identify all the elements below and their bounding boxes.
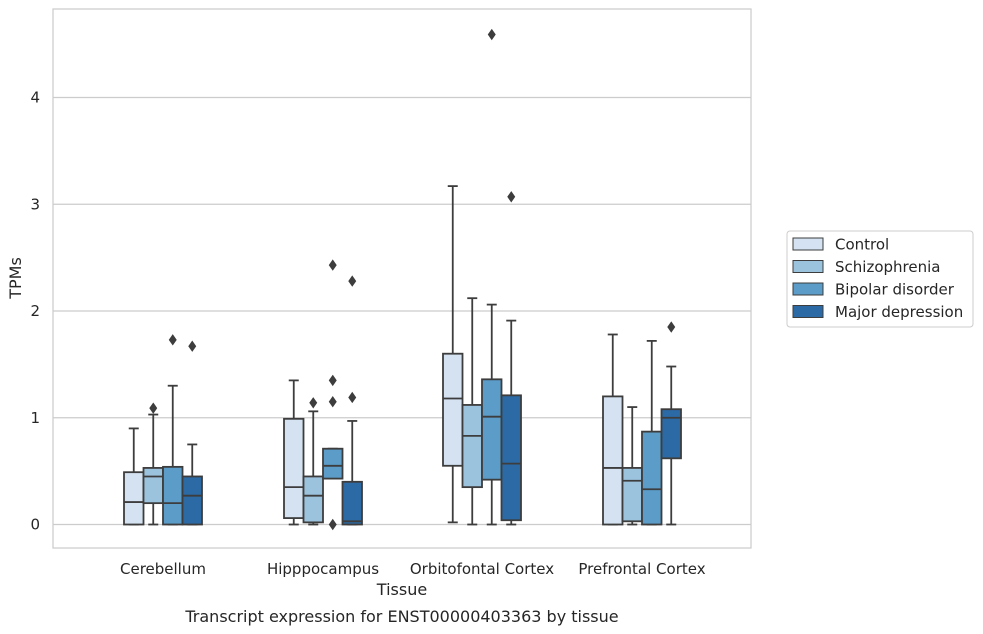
legend-frame — [786, 230, 974, 328]
y-tick-label-1: 1 — [30, 409, 40, 427]
legend-swatch-2 — [792, 282, 824, 296]
legend-swatch-1 — [792, 260, 824, 273]
outliers-layer — [149, 28, 676, 531]
x-tick-label-3: Prefrontal Cortex — [578, 560, 705, 578]
outlier-2-3-0 — [507, 191, 516, 203]
outlier-1-3-1 — [348, 391, 357, 404]
box-body — [302, 475, 324, 524]
box-3-0 — [602, 333, 624, 526]
outlier-0-1-0 — [149, 402, 158, 414]
y-tick-label-4: 4 — [30, 89, 40, 107]
x-axis-title: Tissue — [376, 580, 427, 599]
box-body — [123, 471, 145, 526]
x-tick-label-1: Hipppocampus — [267, 560, 379, 578]
box-2-0 — [442, 185, 464, 524]
box-body — [322, 447, 344, 480]
box-body — [481, 378, 503, 481]
box-0-2 — [162, 384, 184, 526]
y-tick-label-2: 2 — [30, 302, 40, 320]
box-0-3 — [181, 443, 203, 526]
x-tick-label-0: Cerebellum — [120, 560, 206, 578]
legend-label-3: Major depression — [835, 303, 963, 321]
box-body — [283, 417, 305, 519]
outlier-1-3-0 — [348, 275, 357, 287]
box-1-2 — [322, 447, 344, 480]
box-1-1 — [302, 410, 324, 526]
box-body — [181, 475, 203, 526]
outlier-0-3-0 — [188, 340, 197, 352]
legend-label-0: Control — [835, 236, 889, 254]
box-3-3 — [660, 365, 682, 526]
box-1-0 — [283, 379, 305, 526]
legend-label-2: Bipolar disorder — [835, 281, 955, 299]
box-body — [621, 467, 643, 523]
y-tick-label-3: 3 — [30, 195, 40, 213]
box-3-1 — [621, 406, 643, 526]
box-body — [641, 430, 663, 526]
outlier-1-2-1 — [328, 374, 337, 387]
y-tick-labels: 0 1 2 3 4 — [30, 89, 40, 534]
y-axis-title: TPMs — [6, 257, 25, 300]
box-0-1 — [142, 413, 164, 526]
legend: Control Schizophrenia Bipolar disorder Majo… — [786, 230, 974, 328]
outlier-2-2-0 — [487, 28, 496, 41]
y-tick-label-0: 0 — [30, 516, 40, 534]
outlier-1-1-0 — [309, 397, 318, 409]
box-body — [142, 467, 164, 505]
outlier-1-2-0 — [328, 259, 337, 271]
box-body — [461, 404, 483, 489]
box-body — [602, 395, 624, 526]
box-body — [442, 352, 464, 467]
outlier-3-3-0 — [667, 321, 676, 333]
x-tick-labels: Cerebellum Hipppocampus Orbitofontal Corte… — [120, 560, 706, 578]
box-0-0 — [123, 427, 145, 526]
legend-label-1: Schizophrenia — [835, 258, 940, 276]
box-body — [341, 480, 363, 526]
box-1-3 — [341, 420, 363, 526]
chart-caption: Transcript expression for ENST0000040336… — [184, 607, 618, 626]
outlier-1-2-3 — [328, 518, 337, 531]
box-body — [162, 465, 184, 526]
plot-frame — [52, 8, 752, 549]
box-2-1 — [461, 297, 483, 526]
legend-swatch-0 — [792, 237, 824, 251]
x-tick-label-2: Orbitofontal Cortex — [410, 560, 554, 578]
box-3-2 — [641, 339, 663, 526]
legend-swatch-3 — [792, 305, 824, 318]
box-body — [500, 394, 522, 522]
box-2-3 — [500, 319, 522, 526]
outlier-0-2-0 — [168, 334, 177, 346]
outlier-1-2-2 — [328, 396, 337, 408]
boxes-layer — [123, 185, 682, 526]
box-body — [660, 408, 682, 460]
box-2-2 — [481, 303, 503, 526]
